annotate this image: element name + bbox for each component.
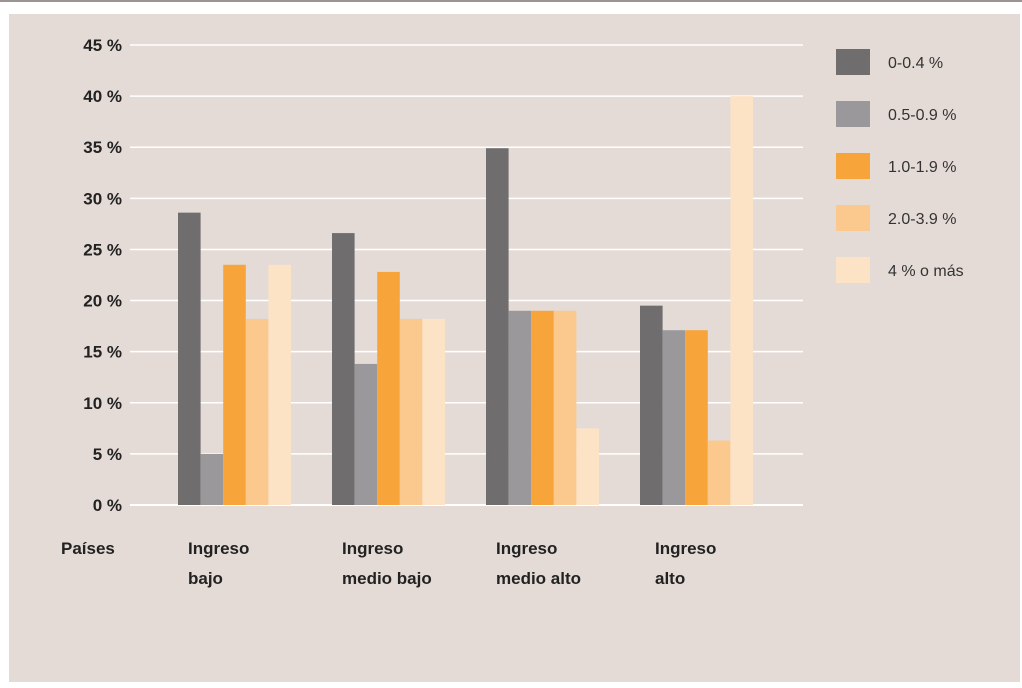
- bar-0-0-4--cat0: [178, 212, 201, 505]
- y-tick-label: 5 %: [93, 445, 122, 464]
- bar-0-0-4--cat3: [640, 305, 663, 505]
- legend-label: 0.5-0.9 %: [888, 107, 956, 124]
- bar-4-o-m-s-cat0: [268, 264, 291, 505]
- bar-1-0-1-9--cat1: [377, 271, 400, 505]
- legend-label: 1.0-1.9 %: [888, 159, 956, 176]
- y-tick-label: 20 %: [83, 292, 122, 311]
- legend-swatch: [836, 257, 870, 283]
- legend-swatch: [836, 205, 870, 231]
- bar-0-0-4--cat1: [332, 233, 355, 506]
- bar-4-o-m-s-cat3: [730, 96, 753, 505]
- bar-1-0-1-9--cat3: [685, 330, 708, 505]
- category-label-line: medio bajo: [342, 569, 432, 588]
- category-label-line: Ingreso: [188, 539, 249, 558]
- category-label-line: alto: [655, 569, 685, 588]
- y-tick-label: 30 %: [83, 189, 122, 208]
- legend-swatch: [836, 153, 870, 179]
- bar-1-0-1-9--cat2: [531, 310, 554, 505]
- category-label-line: Ingreso: [342, 539, 403, 558]
- category-label-line: medio alto: [496, 569, 581, 588]
- legend: 0-0.4 % 0.5-0.9 % 1.0-1.9 % 2.0-3.9 % 4 % o …: [836, 49, 964, 283]
- bar-0-0-4--cat2: [486, 148, 509, 505]
- category-label-line: Ingreso: [655, 539, 716, 558]
- legend-swatch: [836, 101, 870, 127]
- bar-2-0-3-9--cat1: [399, 318, 423, 505]
- bar-0-5-0-9--cat0: [200, 453, 224, 505]
- bar-0-5-0-9--cat2: [508, 310, 532, 505]
- legend-swatch: [836, 49, 870, 75]
- y-axis-ticks: 0 % 5 % 10 % 15 % 20 % 25 % 30 % 35 % 40 % 45 %: [83, 36, 122, 515]
- category-label: Ingreso alto: [655, 539, 716, 588]
- bar-2-0-3-9--cat0: [245, 318, 269, 505]
- bar-0-5-0-9--cat3: [662, 330, 686, 505]
- legend-label: 4 % o más: [888, 263, 964, 280]
- x-axis-title: Países: [61, 539, 115, 558]
- bar-2-0-3-9--cat3: [707, 440, 731, 505]
- category-label: Ingreso medio alto: [496, 539, 581, 588]
- category-label-line: Ingreso: [496, 539, 557, 558]
- y-tick-label: 40 %: [83, 87, 122, 106]
- bars: [178, 96, 753, 506]
- legend-label: 0-0.4 %: [888, 55, 943, 72]
- category-label: Ingreso bajo: [188, 539, 249, 588]
- bar-0-5-0-9--cat1: [354, 363, 378, 505]
- category-label: Ingreso medio bajo: [342, 539, 432, 588]
- y-tick-label: 45 %: [83, 36, 122, 55]
- top-rule: [0, 0, 1022, 2]
- y-tick-label: 35 %: [83, 138, 122, 157]
- bar-4-o-m-s-cat1: [422, 318, 445, 505]
- legend-label: 2.0-3.9 %: [888, 211, 956, 228]
- category-label-line: bajo: [188, 569, 223, 588]
- y-tick-label: 25 %: [83, 240, 122, 259]
- bar-2-0-3-9--cat2: [553, 310, 577, 505]
- y-tick-label: 0 %: [93, 496, 122, 515]
- y-tick-label: 10 %: [83, 394, 122, 413]
- y-tick-label: 15 %: [83, 343, 122, 362]
- bar-4-o-m-s-cat2: [576, 428, 599, 505]
- bar-1-0-1-9--cat0: [223, 264, 246, 505]
